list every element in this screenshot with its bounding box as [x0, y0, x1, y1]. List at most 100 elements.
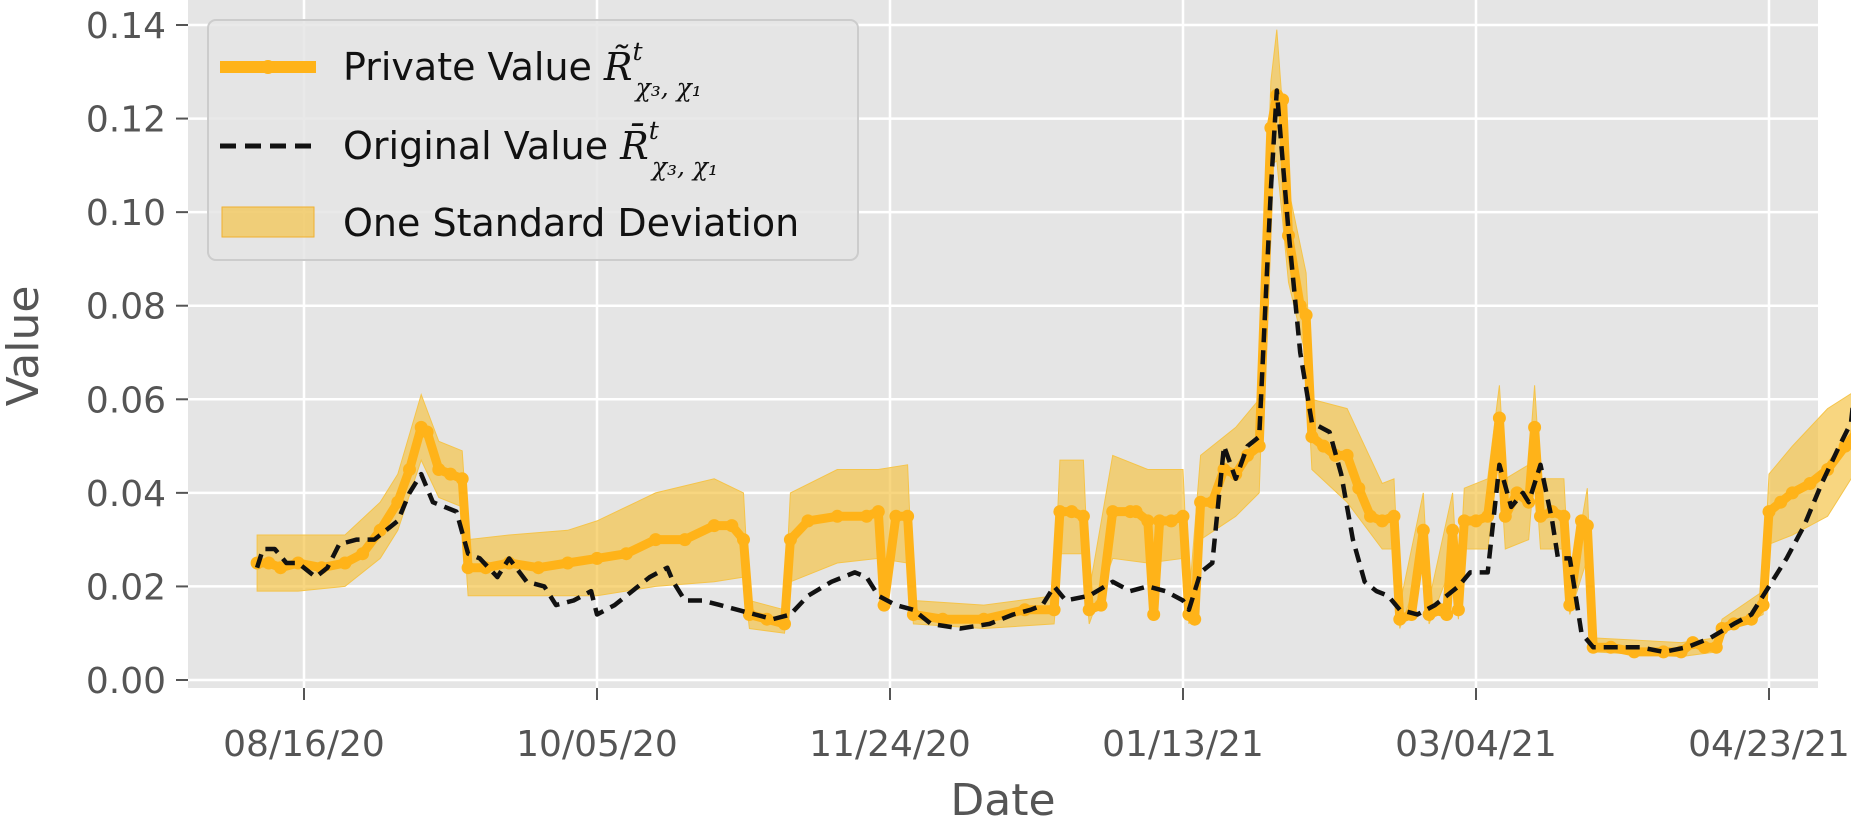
- private-value-point: [725, 519, 739, 533]
- private-value-point: [1094, 598, 1108, 612]
- private-value-point: [1375, 514, 1389, 528]
- private-value-point: [373, 523, 387, 537]
- private-value-point: [1416, 523, 1430, 537]
- private-value-point: [403, 463, 416, 476]
- private-value-point: [1498, 509, 1512, 523]
- private-value-point: [1528, 420, 1542, 434]
- y-tick-label: 0.00: [86, 661, 166, 702]
- private-value-point: [1194, 495, 1208, 509]
- private-value-point: [936, 612, 950, 626]
- y-tick-label: 0.10: [86, 193, 166, 234]
- private-value-point: [561, 556, 575, 570]
- private-value-point: [1317, 439, 1331, 453]
- legend-band-swatch: [221, 206, 315, 238]
- private-value-point: [291, 556, 305, 570]
- private-value-point: [1164, 514, 1178, 528]
- private-value-point: [619, 547, 633, 561]
- legend-private-sub: χ₃, χ₁: [634, 73, 702, 102]
- private-value-point: [801, 514, 815, 528]
- private-value-point: [1393, 612, 1407, 626]
- private-value-point: [1457, 514, 1471, 528]
- private-value-point: [649, 533, 663, 547]
- legend: Private Value R̃t χ₃, χ₁ Original Value R̄t…: [207, 19, 859, 261]
- private-value-point: [1340, 448, 1354, 462]
- private-value-point: [1076, 509, 1090, 523]
- private-value-point: [391, 495, 405, 509]
- private-value-point: [871, 505, 885, 519]
- private-value-point: [420, 425, 434, 439]
- legend-original-sup: t: [649, 116, 660, 145]
- private-value-point: [1299, 308, 1313, 322]
- private-value-point: [678, 533, 692, 547]
- legend-original-sub: χ₃, χ₁: [650, 152, 718, 181]
- private-value-point: [432, 463, 446, 476]
- private-value-point: [1129, 505, 1143, 519]
- private-value-point: [1147, 608, 1161, 621]
- x-axis: 08/16/20 10/05/20 11/24/20 01/13/21 03/04/21…: [223, 688, 1850, 765]
- private-value-point: [860, 509, 874, 523]
- x-tick-label: 08/16/20: [223, 724, 385, 765]
- legend-original-label: Original Value: [343, 124, 608, 168]
- private-value-point: [742, 608, 756, 621]
- legend-private-symbol: R̃: [603, 45, 633, 89]
- y-tick-label: 0.08: [86, 287, 166, 328]
- private-value-point: [1217, 463, 1231, 476]
- y-axis-title: Value: [0, 286, 49, 407]
- private-value-point: [1534, 509, 1547, 523]
- private-value-point: [356, 547, 370, 561]
- private-value-point: [444, 467, 457, 481]
- private-value-point: [590, 551, 604, 565]
- private-value-point: [901, 509, 915, 523]
- private-value-point: [1205, 495, 1219, 509]
- private-value-point: [262, 556, 276, 570]
- private-value-point: [1053, 505, 1067, 519]
- private-value-point: [338, 556, 352, 570]
- private-value-point: [1082, 603, 1096, 617]
- private-value-point: [1744, 612, 1758, 626]
- private-value-point: [1709, 640, 1723, 654]
- y-axis: 0.00 0.02 0.04 0.06 0.08 0.10 0.12 0.14: [86, 6, 188, 702]
- private-value-point: [1580, 519, 1594, 533]
- private-value-point: [1698, 640, 1711, 654]
- x-axis-title: Date: [950, 775, 1055, 826]
- legend-private-sup: t: [633, 37, 644, 66]
- private-value-point: [1252, 439, 1266, 453]
- private-value-point: [1785, 486, 1799, 500]
- legend-private-label: Private Value: [343, 45, 592, 89]
- private-value-point: [1352, 481, 1366, 495]
- private-value-point: [1106, 505, 1120, 519]
- private-value-point: [737, 533, 750, 547]
- private-value-point: [1803, 477, 1817, 490]
- x-tick-label: 11/24/20: [809, 724, 971, 765]
- legend-original-symbol: R̄: [619, 124, 649, 168]
- private-value-point: [1188, 612, 1202, 626]
- private-value-point: [1756, 598, 1770, 612]
- private-value-point: [1440, 608, 1454, 621]
- private-value-point: [1762, 505, 1776, 519]
- legend-box: [207, 19, 859, 261]
- y-tick-label: 0.06: [86, 380, 166, 421]
- private-value-point: [707, 519, 721, 533]
- private-value-point: [1557, 509, 1571, 523]
- private-value-point: [455, 472, 469, 486]
- private-value-point: [783, 533, 797, 547]
- private-value-point: [1774, 495, 1788, 509]
- private-value-point: [1451, 603, 1465, 617]
- y-tick-label: 0.04: [86, 474, 166, 515]
- private-value-point: [1422, 608, 1436, 621]
- private-value-point: [1510, 486, 1524, 500]
- legend-private-marker: [261, 60, 275, 74]
- y-tick-label: 0.14: [86, 6, 166, 47]
- legend-band-label: One Standard Deviation: [343, 201, 799, 245]
- private-value-point: [1141, 514, 1155, 528]
- private-value-point: [461, 561, 475, 575]
- private-value-point: [1305, 430, 1319, 444]
- private-value-point: [1364, 509, 1377, 523]
- private-value-point: [1176, 509, 1190, 523]
- private-value-point: [1446, 523, 1460, 537]
- private-value-point: [1657, 645, 1670, 659]
- private-value-point: [274, 561, 288, 575]
- private-value-point: [531, 561, 545, 575]
